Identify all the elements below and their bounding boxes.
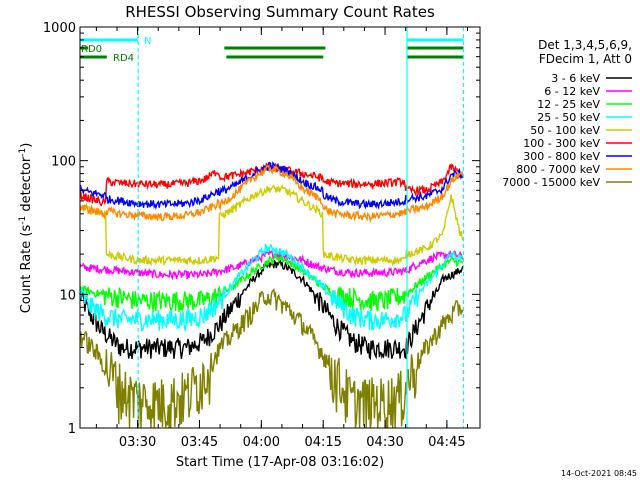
series-line-1: [79, 248, 464, 281]
marker-layer: [137, 27, 465, 428]
legend-label: 50 - 100 keV: [530, 124, 600, 137]
x-tick-label: 04:30: [366, 435, 403, 450]
y-tick-label: 10: [59, 288, 76, 303]
legend-label: 7000 - 15000 keV: [502, 176, 600, 189]
series-line-4: [79, 184, 464, 267]
generation-timestamp: 14-Oct-2021 08:45: [561, 469, 637, 478]
y-tick-label: 1000: [43, 21, 76, 36]
legend-label: 12 - 25 keV: [537, 98, 600, 111]
flag-label-n: N: [144, 36, 151, 47]
x-tick-label: 04:00: [243, 435, 280, 450]
flag-label-rd0: RD0: [81, 44, 102, 55]
legend-label: 25 - 50 keV: [537, 111, 600, 124]
series-line-8: [79, 287, 464, 429]
series-line-0: [79, 259, 464, 361]
series-line-6: [79, 161, 464, 211]
legend-header-line-2: FDecim 1, Att 0: [539, 52, 632, 66]
chart-title: RHESSI Observing Summary Count Rates: [125, 3, 435, 21]
series-line-3: [79, 243, 464, 332]
series-layer: [79, 161, 464, 429]
x-tick-label: 04:15: [304, 435, 341, 450]
y-tick-label: 100: [51, 155, 76, 170]
legend-label: 3 - 6 keV: [551, 72, 600, 85]
x-axis-label: Start Time (17-Apr-08 03:16:02): [176, 455, 384, 470]
x-tick-label: 04:45: [428, 435, 465, 450]
legend: Det 1,3,4,5,6,9, FDecim 1, Att 0 3 - 6 k…: [502, 38, 632, 189]
y-tick-label: 1: [68, 422, 76, 437]
x-axis: 03:30 03:45 04:00 04:15 04:30 04:45: [95, 27, 469, 450]
legend-label: 800 - 7000 keV: [516, 163, 600, 176]
flag-layer: N RD0 RD4: [80, 36, 464, 64]
x-tick-label: 03:30: [119, 435, 156, 450]
legend-label: 300 - 800 keV: [523, 150, 600, 163]
series-line-2: [79, 252, 464, 313]
y-axis: 1 10 100 1000: [43, 21, 480, 437]
plot-frame: [79, 26, 481, 429]
x-tick-label: 03:45: [181, 435, 218, 450]
flag-label-rd4: RD4: [113, 53, 134, 64]
y-axis-label: Count Rate (s-1 detector-1): [18, 143, 34, 314]
legend-header-line-1: Det 1,3,4,5,6,9,: [538, 38, 632, 52]
legend-label: 100 - 300 keV: [523, 137, 600, 150]
legend-label: 6 - 12 keV: [544, 85, 600, 98]
series-line-7: [79, 164, 464, 224]
